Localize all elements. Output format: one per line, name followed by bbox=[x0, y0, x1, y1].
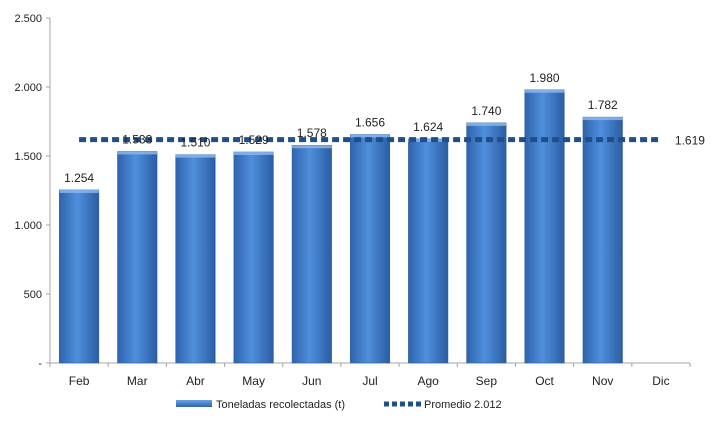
legend-swatch-bars bbox=[176, 400, 212, 407]
y-tick-label: 500 bbox=[24, 289, 42, 301]
y-tick-label: - bbox=[38, 358, 42, 370]
bar-top-highlight bbox=[117, 151, 158, 155]
bar-top-highlight bbox=[350, 134, 390, 138]
x-tick-label: Feb bbox=[69, 374, 90, 388]
x-tick-label: Nov bbox=[592, 374, 613, 388]
bar-top-highlight bbox=[233, 151, 274, 155]
bar-top-highlight bbox=[524, 89, 565, 93]
x-tick-label: Jul bbox=[362, 374, 377, 388]
axes: - 500 1.000 1.500 2.000 2.500 Feb Mar Abr May Jun J… bbox=[14, 13, 691, 388]
bar bbox=[466, 122, 507, 364]
data-labels: 1.254 1.533 1.510 1.529 1.578 1.656 1.624 1.740… bbox=[64, 71, 705, 185]
bar-data-label: 1.510 bbox=[180, 136, 210, 150]
x-tick-label: May bbox=[242, 374, 265, 388]
bar bbox=[117, 151, 158, 364]
bar-top-highlight bbox=[59, 189, 99, 193]
average-data-label: 1.619 bbox=[675, 134, 705, 148]
y-tick-label: 2.000 bbox=[14, 82, 42, 94]
bar-top-highlight bbox=[292, 145, 332, 149]
y-tick-label: 1.500 bbox=[14, 151, 42, 163]
x-tick-label: Sep bbox=[476, 374, 498, 388]
y-tick-label: 2.500 bbox=[14, 13, 42, 25]
bar bbox=[291, 144, 332, 364]
x-tick-label: Jun bbox=[302, 374, 321, 388]
bar-data-label: 1.782 bbox=[588, 98, 618, 112]
bar bbox=[582, 116, 623, 364]
bar bbox=[233, 151, 274, 364]
y-tick-label: 1.000 bbox=[14, 220, 42, 232]
legend-label-bars: Toneladas recolectadas (t) bbox=[216, 399, 345, 411]
x-tick-label: Abr bbox=[186, 374, 205, 388]
x-tick-label: Dic bbox=[652, 374, 669, 388]
x-tick-label: Mar bbox=[127, 374, 148, 388]
bar-data-label: 1.578 bbox=[297, 126, 327, 140]
bar-top-highlight bbox=[582, 117, 623, 121]
bar-top-highlight bbox=[175, 154, 216, 158]
bar bbox=[175, 154, 216, 364]
legend-label-average: Promedio 2.012 bbox=[424, 399, 502, 411]
x-tick-label: Ago bbox=[418, 374, 440, 388]
bar-data-label: 1.529 bbox=[239, 133, 269, 147]
bar-data-label: 1.980 bbox=[530, 71, 560, 85]
bar bbox=[408, 138, 449, 364]
bar-data-label: 1.656 bbox=[355, 115, 385, 129]
bar-series bbox=[59, 89, 623, 364]
x-tick-label: Oct bbox=[535, 374, 554, 388]
bar-data-label: 1.533 bbox=[122, 132, 152, 146]
legend: Toneladas recolectadas (t) Promedio 2.01… bbox=[176, 399, 502, 411]
bar bbox=[524, 89, 565, 364]
bar-data-label: 1.740 bbox=[471, 104, 501, 118]
bar bbox=[349, 134, 391, 364]
bar-top-highlight bbox=[408, 138, 448, 142]
bar-top-highlight bbox=[466, 122, 507, 126]
bar-data-label: 1.254 bbox=[64, 171, 94, 185]
bar-data-label: 1.624 bbox=[413, 120, 443, 134]
bar bbox=[59, 189, 100, 364]
